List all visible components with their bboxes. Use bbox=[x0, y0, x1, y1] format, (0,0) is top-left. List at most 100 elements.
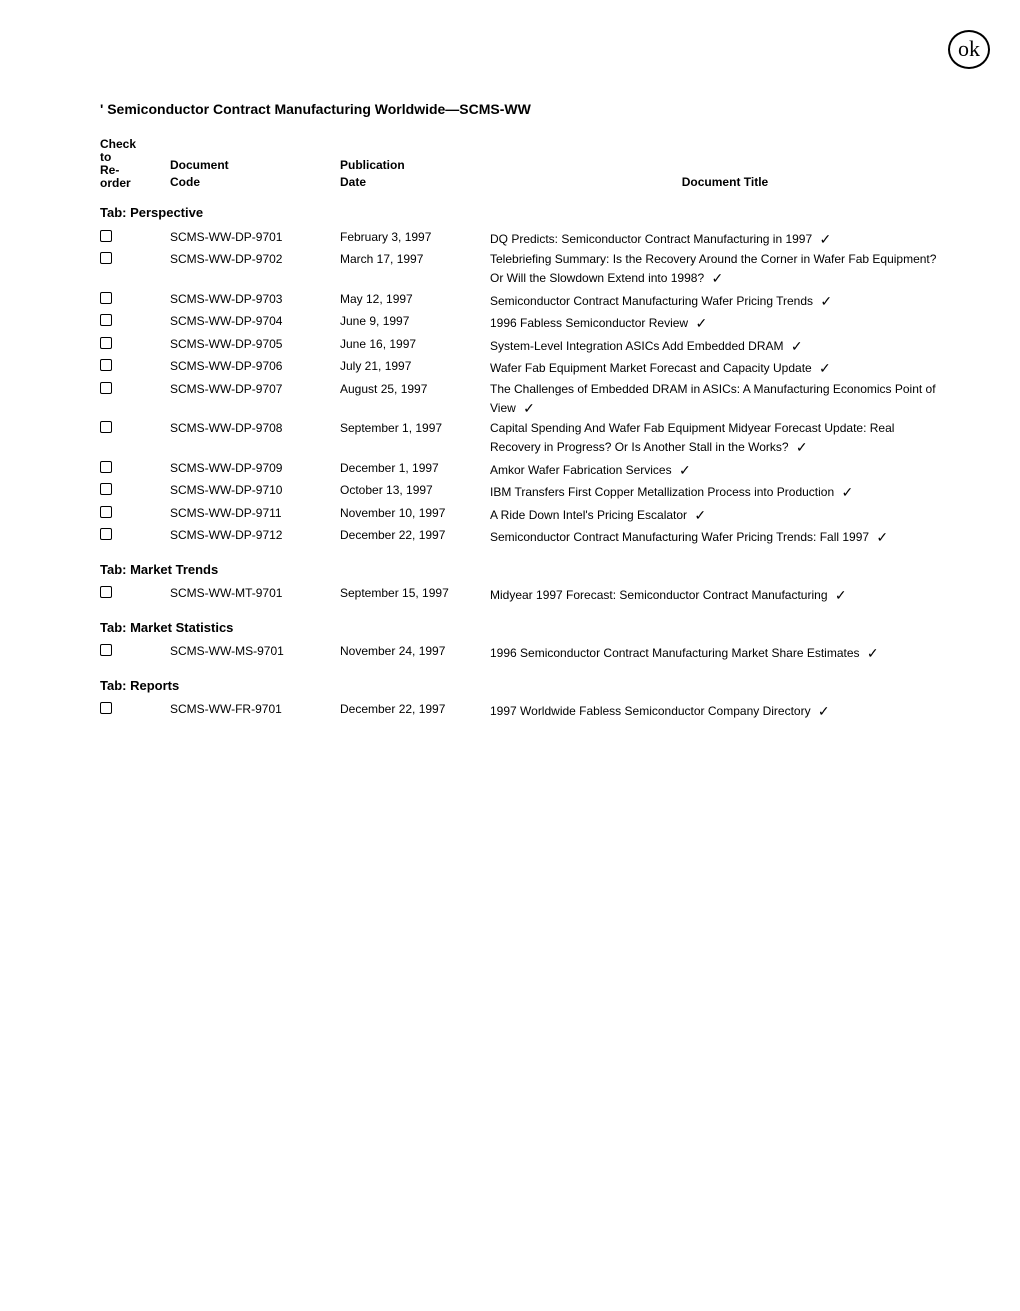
table-row: SCMS-WW-MT-9701September 15, 1997Midyear… bbox=[100, 585, 960, 605]
checkmark-icon: ✓ bbox=[679, 461, 691, 481]
publication-date: August 25, 1997 bbox=[340, 381, 480, 398]
document-code: SCMS-WW-DP-9711 bbox=[170, 505, 330, 522]
reorder-checkbox[interactable] bbox=[100, 314, 112, 326]
publication-date: October 13, 1997 bbox=[340, 482, 480, 499]
publication-date: November 10, 1997 bbox=[340, 505, 480, 522]
reorder-checkbox[interactable] bbox=[100, 421, 112, 433]
reorder-cell bbox=[100, 505, 160, 523]
table-row: SCMS-WW-DP-9707 August 25, 1997 The Challe… bbox=[100, 381, 960, 417]
document-title: 1996 Semiconductor Contract Manufacturin… bbox=[490, 643, 960, 663]
reorder-cell bbox=[100, 420, 160, 438]
header-text: Publication bbox=[340, 158, 405, 172]
document-code: SCMS-WW-DP-9707 bbox=[170, 381, 330, 398]
reorder-checkbox[interactable] bbox=[100, 359, 112, 371]
document-code: SCMS-WW-DP-9708 bbox=[170, 420, 330, 437]
document-title: The Challenges of Embedded DRAM in ASICs… bbox=[490, 381, 960, 417]
reorder-cell bbox=[100, 527, 160, 545]
document-title: Amkor Wafer Fabrication Services ✓ bbox=[490, 460, 960, 480]
table-row: SCMS-WW-DP-9708 September 1, 1997 Capital … bbox=[100, 420, 960, 456]
header-text: Check bbox=[100, 137, 136, 151]
document-code: SCMS-WW-DP-9704 bbox=[170, 313, 330, 330]
table-row: SCMS-WW-DP-9705June 16, 1997System-Level… bbox=[100, 336, 960, 356]
reorder-checkbox[interactable] bbox=[100, 252, 112, 264]
document-code: SCMS-WW-DP-9702 bbox=[170, 251, 330, 268]
checkmark-icon: ✓ bbox=[820, 230, 832, 250]
ok-annotation: ok bbox=[948, 30, 990, 69]
table-row: SCMS-WW-DP-9711November 10, 1997A Ride D… bbox=[100, 505, 960, 525]
table-header: Check to Re- order Document Code Publica… bbox=[100, 138, 960, 191]
reorder-cell bbox=[100, 251, 160, 269]
publication-date: June 16, 1997 bbox=[340, 336, 480, 353]
publication-date: July 21, 1997 bbox=[340, 358, 480, 375]
document-title: IBM Transfers First Copper Metallization… bbox=[490, 482, 960, 502]
publication-date: March 17, 1997 bbox=[340, 251, 480, 268]
document-code: SCMS-WW-MT-9701 bbox=[170, 585, 330, 602]
document-title: System-Level Integration ASICs Add Embed… bbox=[490, 336, 960, 356]
reorder-checkbox[interactable] bbox=[100, 483, 112, 495]
header-document-title: Document Title bbox=[490, 174, 960, 191]
reorder-cell bbox=[100, 585, 160, 603]
reorder-checkbox[interactable] bbox=[100, 528, 112, 540]
document-title: 1997 Worldwide Fabless Semiconductor Com… bbox=[490, 701, 960, 721]
document-title: Capital Spending And Wafer Fab Equipment… bbox=[490, 420, 960, 456]
publication-date: February 3, 1997 bbox=[340, 229, 480, 246]
reorder-checkbox[interactable] bbox=[100, 230, 112, 242]
reorder-checkbox[interactable] bbox=[100, 461, 112, 473]
publication-date: December 22, 1997 bbox=[340, 527, 480, 544]
table-row: SCMS-WW-DP-9710 October 13, 1997 IBM Trans… bbox=[100, 482, 960, 502]
header-text: Code bbox=[170, 175, 200, 189]
document-code: SCMS-WW-MS-9701 bbox=[170, 643, 330, 660]
header-text: Document Title bbox=[682, 175, 768, 189]
publication-date: December 22, 1997 bbox=[340, 701, 480, 718]
publication-date: November 24, 1997 bbox=[340, 643, 480, 660]
reorder-cell bbox=[100, 460, 160, 478]
publication-date: September 1, 1997 bbox=[340, 420, 480, 437]
document-title: Telebriefing Summary: Is the Recovery Ar… bbox=[490, 251, 960, 287]
publication-date: December 1, 1997 bbox=[340, 460, 480, 477]
document-title: Semiconductor Contract Manufacturing Waf… bbox=[490, 527, 960, 547]
tab-heading: Tab: Perspective bbox=[100, 204, 960, 222]
table-row: SCMS-WW-FR-9701 December 22, 1997 1997 Wor… bbox=[100, 701, 960, 721]
header-text: order bbox=[100, 176, 131, 190]
table-row: SCMS-WW-DP-9709 December 1, 1997 Amkor Waf… bbox=[100, 460, 960, 480]
checkmark-icon: ✓ bbox=[711, 269, 723, 289]
table-row: SCMS-WW-DP-9704 June 9, 1997 1996 Fabless … bbox=[100, 313, 960, 333]
checkmark-icon: ✓ bbox=[694, 506, 706, 526]
document-code: SCMS-WW-FR-9701 bbox=[170, 701, 330, 718]
checkmark-icon: ✓ bbox=[820, 292, 832, 312]
reorder-checkbox[interactable] bbox=[100, 506, 112, 518]
checkmark-icon: ✓ bbox=[523, 399, 535, 419]
checkmark-icon: ✓ bbox=[791, 337, 803, 357]
reorder-checkbox[interactable] bbox=[100, 702, 112, 714]
reorder-cell bbox=[100, 313, 160, 331]
tab-heading: Tab: Reports bbox=[100, 677, 960, 695]
reorder-checkbox[interactable] bbox=[100, 586, 112, 598]
header-text: Date bbox=[340, 175, 366, 189]
document-title: Semiconductor Contract Manufacturing Waf… bbox=[490, 291, 960, 311]
reorder-checkbox[interactable] bbox=[100, 337, 112, 349]
table-row: SCMS-WW-DP-9703May 12, 1997Semiconductor… bbox=[100, 291, 960, 311]
checkmark-icon: ✓ bbox=[835, 586, 847, 606]
document-code: SCMS-WW-DP-9701 bbox=[170, 229, 330, 246]
publication-date: May 12, 1997 bbox=[340, 291, 480, 308]
reorder-checkbox[interactable] bbox=[100, 382, 112, 394]
table-row: SCMS-WW-DP-9706July 21, 1997Wafer Fab Eq… bbox=[100, 358, 960, 378]
checkmark-icon: ✓ bbox=[819, 359, 831, 379]
table-row: SCMS-WW-MS-9701 November 24, 1997 1996 Sem… bbox=[100, 643, 960, 663]
reorder-checkbox[interactable] bbox=[100, 292, 112, 304]
checkmark-icon: ✓ bbox=[867, 644, 879, 664]
header-document-code: Document Code bbox=[170, 157, 330, 191]
publication-date: June 9, 1997 bbox=[340, 313, 480, 330]
document-code: SCMS-WW-DP-9709 bbox=[170, 460, 330, 477]
document-code: SCMS-WW-DP-9710 bbox=[170, 482, 330, 499]
reorder-cell bbox=[100, 336, 160, 354]
table-row: SCMS-WW-DP-9712 December 22, 1997 Semicond… bbox=[100, 527, 960, 547]
document-code: SCMS-WW-DP-9712 bbox=[170, 527, 330, 544]
document-title: 1996 Fabless Semiconductor Review ✓ bbox=[490, 313, 960, 333]
table-row: SCMS-WW-DP-9701February 3, 1997DQ Predic… bbox=[100, 229, 960, 249]
header-text: Re- bbox=[100, 163, 119, 177]
table-row: SCMS-WW-DP-9702 March 17, 1997 Telebriefin… bbox=[100, 251, 960, 287]
document-title: Wafer Fab Equipment Market Forecast and … bbox=[490, 358, 960, 378]
page-title: ' Semiconductor Contract Manufacturing W… bbox=[100, 100, 960, 120]
reorder-checkbox[interactable] bbox=[100, 644, 112, 656]
